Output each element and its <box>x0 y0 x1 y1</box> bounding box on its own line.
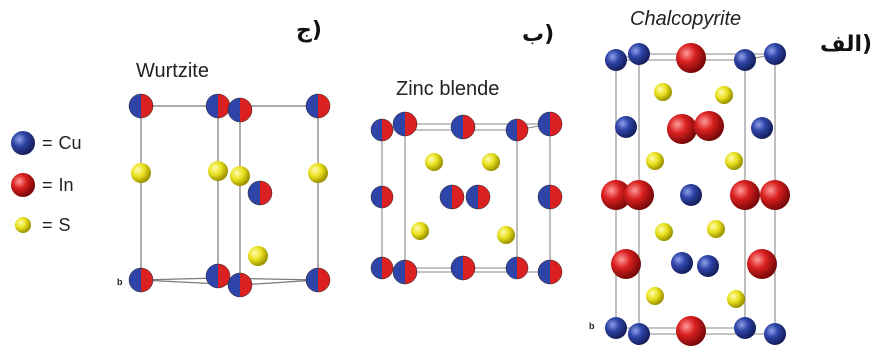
chalcopyrite-atoms <box>601 43 790 346</box>
legend-in: = In <box>10 172 74 198</box>
legend-cu-label: Cu <box>58 132 82 153</box>
in-atom-icon <box>11 173 35 197</box>
axis-label-chalcopyrite: b <box>589 321 595 331</box>
title-wurtzite: Wurtzite <box>136 60 209 82</box>
legend-s-eq: = <box>42 214 53 235</box>
panel-label-chalcopyrite: الف) <box>820 32 873 57</box>
legend-in-eq: = <box>42 174 53 195</box>
legend-in-label: In <box>58 174 74 195</box>
panel-label-wurtzite: ج) <box>296 18 322 43</box>
s-atom-icon <box>15 217 31 233</box>
axis-label-wurtzite: b <box>117 277 123 287</box>
zinc-blende-atoms <box>370 111 563 285</box>
title-zinc-blende: Zinc blende <box>396 78 500 100</box>
title-chalcopyrite: Chalcopyrite <box>630 8 742 30</box>
cu-atom-icon <box>11 131 35 155</box>
legend-s-label: S <box>58 214 71 235</box>
legend-s: = S <box>12 213 71 237</box>
wurtzite-atoms <box>128 93 331 298</box>
legend-cu: = Cu <box>10 130 82 156</box>
legend-cu-eq: = <box>42 132 53 153</box>
panel-label-zinc-blende: ب) <box>522 22 555 47</box>
